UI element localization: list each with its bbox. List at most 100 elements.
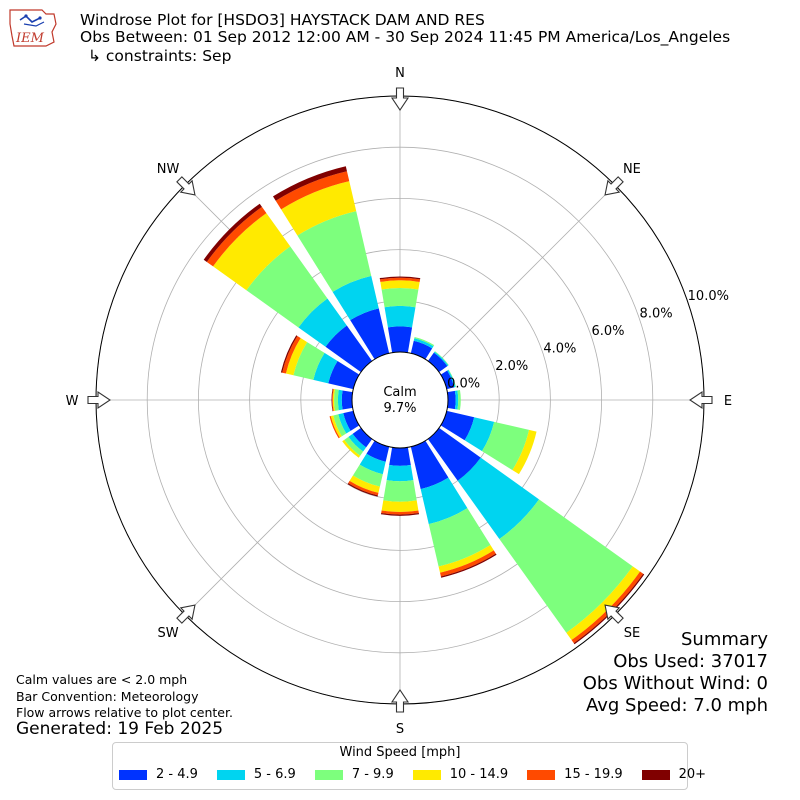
windrose-bar-S-bin1 — [386, 465, 414, 482]
windrose-bar-WSW-bin2 — [333, 414, 347, 437]
windrose-bar-SE-bin0 — [427, 427, 481, 481]
legend-label: 20+ — [678, 767, 707, 782]
windrose-bar-E-bin1 — [454, 390, 459, 410]
windrose-bar-NW-bin5 — [203, 203, 262, 262]
windrose-bar-W-bin3 — [332, 388, 335, 412]
windrose-bar-SSE-bin2 — [428, 508, 491, 567]
compass-label-NW: NW — [157, 162, 180, 177]
windrose-bar-E-bin2 — [457, 390, 461, 410]
summary-obs-used: Obs Used: 37017 — [613, 651, 768, 672]
windrose-bar-S-bin0 — [389, 447, 411, 466]
windrose-bar-SSW-bin3 — [349, 475, 380, 493]
windrose-bar-W-bin2 — [334, 389, 339, 411]
windrose-bar-ESE-bin0 — [440, 410, 475, 441]
compass-arrow-icon — [176, 176, 196, 196]
legend-swatch — [641, 769, 670, 780]
chart-title: Windrose Plot for [HSDO3] HAYSTACK DAM A… — [80, 11, 485, 29]
windrose-bar-ESE-bin3 — [512, 429, 537, 475]
legend-swatch — [314, 769, 343, 780]
windrose-bar-WSW-bin3 — [330, 415, 342, 438]
windrose-bar-N-bin0 — [387, 326, 413, 353]
iem-logo: IEM — [9, 9, 57, 47]
windrose-bar-NW-bin2 — [246, 246, 328, 328]
windrose-bar-SSE-bin5 — [440, 553, 497, 578]
radial-tick-label: 10.0% — [688, 289, 729, 304]
compass-arrow-icon — [176, 604, 196, 624]
windrose-bar-SSW-bin2 — [352, 464, 383, 487]
compass-arrow-icon — [689, 390, 713, 410]
radial-tick-label: 4.0% — [543, 342, 576, 357]
compass-label-NE: NE — [623, 162, 641, 177]
windrose-bar-S-bin3 — [381, 500, 419, 513]
windrose-bar-S-bin5 — [380, 513, 420, 516]
compass-arrow-icon — [390, 689, 410, 713]
windrose-bar-ENE-bin0 — [440, 370, 455, 390]
compass-arrow-icon — [87, 390, 111, 410]
legend-swatch — [527, 769, 556, 780]
legend-swatch — [119, 769, 147, 780]
windrose-bar-WSW-bin1 — [338, 413, 351, 434]
legend: Wind Speed [mph] 2 - 4.9 5 - 6.9 7 - 9.9 10… — [112, 742, 706, 790]
compass-arrow-icon — [390, 87, 410, 111]
windrose-bar-NNE-bin2 — [414, 337, 435, 347]
legend-label: 15 - 19.9 — [564, 767, 623, 782]
windrose-bar-NNW-bin2 — [297, 211, 372, 292]
windrose-bar-SSE-bin3 — [438, 544, 494, 573]
windrose-bar-SW-bin1 — [348, 433, 367, 452]
windrose-bar-SSE-bin0 — [410, 440, 449, 490]
windrose-bar-W-bin1 — [337, 389, 343, 411]
windrose-bar-NE-bin2 — [434, 351, 449, 366]
windrose-bar-WNW-bin3 — [285, 338, 308, 376]
summary-obs-without-wind: Obs Without Wind: 0 — [582, 673, 768, 694]
windrose-bar-N-bin1 — [384, 305, 416, 328]
windrose-bar-NE-bin0 — [427, 352, 448, 373]
windrose-bar-SW-bin2 — [344, 436, 364, 456]
windrose-bar-SSW-bin1 — [359, 453, 386, 475]
windrose-bar-NW-bin1 — [298, 298, 347, 347]
svg-text:IEM: IEM — [15, 31, 45, 46]
windrose-bar-SSW-bin0 — [366, 440, 390, 462]
compass-label-SE: SE — [624, 626, 640, 641]
windrose-bar-ESE-bin2 — [482, 421, 530, 471]
windrose-bar-SSE-bin4 — [440, 550, 496, 577]
compass-label-W: W — [66, 394, 79, 409]
windrose-bar-W-bin4 — [332, 388, 334, 412]
legend-item: 10 - 14.9 — [412, 767, 509, 782]
windrose-bar-N-bin5 — [379, 276, 421, 280]
legend-title: Wind Speed [mph] — [339, 745, 461, 760]
windrose-bar-SE-bin3 — [566, 566, 641, 641]
windrose-bar-NW-bin0 — [325, 325, 373, 373]
legend-items: 2 - 4.9 5 - 6.9 7 - 9.9 10 - 14.9 15 - 19.9 2… — [119, 767, 725, 782]
compass-label-S: S — [396, 722, 404, 737]
legend-item: 20+ — [641, 767, 707, 782]
compass-arrow-icon — [604, 604, 624, 624]
legend-label: 10 - 14.9 — [449, 767, 509, 782]
legend-swatch — [216, 769, 245, 780]
legend-item: 2 - 4.9 — [119, 767, 198, 782]
windrose-bar-ENE-bin1 — [447, 369, 456, 388]
windrose-bar-SSW-bin4 — [348, 480, 379, 496]
radial-tick-label: 6.0% — [591, 324, 624, 339]
radial-tick-label: 0.0% — [447, 377, 480, 392]
generated-date: Generated: 19 Feb 2025 — [16, 719, 224, 739]
windrose-bar-NW-bin3 — [213, 213, 291, 291]
legend-swatch — [412, 769, 441, 780]
legend-item: 15 - 19.9 — [527, 767, 623, 782]
summary-avg-speed: Avg Speed: 7.0 mph — [586, 695, 768, 716]
windrose-bar-NNW-bin1 — [332, 275, 379, 321]
windrose-bar-ESE-bin1 — [464, 417, 495, 452]
windrose-bar-NNW-bin3 — [281, 181, 357, 236]
windrose-bar-WSW-bin0 — [343, 410, 360, 431]
chart-subtitle-range: Obs Between: 01 Sep 2012 12:00 AM - 30 S… — [80, 28, 731, 46]
legend-item: 5 - 6.9 — [216, 767, 296, 782]
windrose-bar-SE-bin2 — [499, 499, 633, 633]
windrose-bar-NNW-bin5 — [273, 166, 347, 201]
calm-label: Calm — [383, 385, 416, 400]
chart-subtitle-constraints: ↳ constraints: Sep — [88, 47, 232, 65]
windrose-bar-S-bin2 — [383, 480, 417, 502]
legend-label: 2 - 4.9 — [156, 767, 198, 782]
compass-arrow-icon — [604, 176, 624, 196]
windrose-bar-N-bin3 — [380, 280, 420, 290]
flow-arrows-note: Flow arrows relative to plot center. — [16, 705, 233, 720]
